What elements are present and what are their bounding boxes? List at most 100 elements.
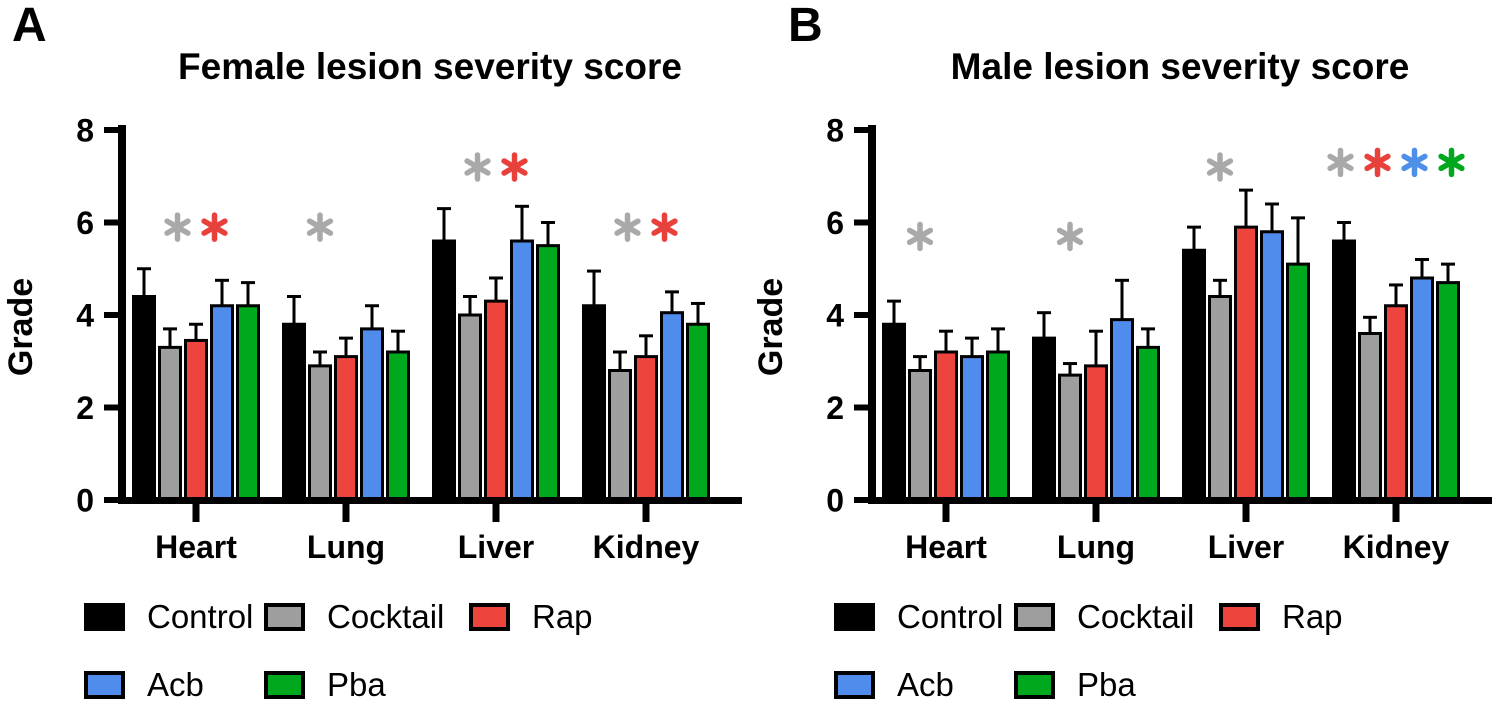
legend-swatch-pba	[1014, 670, 1055, 699]
y-axis-label: Grade	[2, 278, 40, 376]
legend-label: Cocktail	[1077, 598, 1195, 635]
legend-item-pba: Pba	[264, 668, 386, 701]
bar-pba-liver	[536, 244, 560, 502]
significance-asterisk-cocktail-liver	[464, 152, 491, 182]
error-bar-cocktail-heart	[913, 355, 927, 370]
legend-item-cocktail: Cocktail	[264, 600, 444, 633]
bar-acb-heart	[210, 304, 234, 502]
bar-control-liver	[1182, 248, 1206, 502]
error-bar-control-heart	[887, 299, 901, 324]
legend-swatch-control	[84, 602, 125, 631]
y-tick-label: 6	[826, 205, 844, 241]
error-bar-rap-kidney	[639, 334, 653, 356]
legend-item-rap: Rap	[1219, 600, 1343, 633]
error-bar-rap-lung	[339, 336, 353, 356]
significance-asterisk-rap-kidney	[1364, 147, 1391, 178]
legend-row: Acb Pba	[750, 668, 1499, 708]
error-bar-control-heart	[137, 267, 151, 296]
error-bar-acb-heart	[215, 278, 229, 305]
error-bar-rap-liver	[489, 276, 503, 301]
legend-item-acb: Acb	[834, 668, 954, 701]
bar-cocktail-liver	[1208, 295, 1232, 502]
bar-pba-liver	[1286, 262, 1310, 502]
x-tick-label-lung: Lung	[1057, 529, 1135, 565]
x-tick-label-liver: Liver	[1208, 529, 1284, 565]
legend-swatch-cocktail	[264, 602, 305, 631]
panel-b-title: Male lesion severity score	[950, 46, 1410, 87]
bar-rap-kidney	[1384, 304, 1408, 502]
significance-asterisk-rap-heart	[201, 212, 228, 242]
significance-asterisk-rap-kidney	[651, 212, 678, 242]
y-tick-label: 0	[76, 483, 94, 519]
y-tick-label: 4	[76, 298, 94, 334]
panel-b-chart: 0 2 4 6 8 Grade Heart Lung Liver Kidney	[752, 113, 1492, 565]
error-bar-rap-lung	[1089, 329, 1103, 365]
error-bar-pba-kidney	[1441, 262, 1455, 282]
y-tick-label: 2	[826, 390, 844, 426]
bar-control-lung	[282, 322, 306, 502]
bar-control-kidney	[582, 304, 606, 502]
x-tick-label-heart: Heart	[905, 529, 987, 565]
bar-cocktail-kidney	[1358, 332, 1382, 502]
error-bar-rap-liver	[1239, 188, 1253, 227]
error-bar-cocktail-lung	[1063, 362, 1077, 375]
legend-row: Acb Pba	[0, 668, 749, 708]
bar-control-kidney	[1332, 239, 1356, 502]
y-tick-label: 8	[826, 113, 844, 149]
error-bar-cocktail-liver	[463, 295, 477, 314]
panel-b-legend: Control Cocktail Rap Acb Pba	[750, 592, 1499, 717]
legend-label: Control	[147, 598, 254, 635]
significance-asterisk-cocktail-heart	[164, 212, 191, 242]
legend-label: Rap	[1282, 598, 1343, 635]
error-bar-rap-kidney	[1389, 283, 1403, 305]
error-bar-cocktail-heart	[163, 327, 177, 347]
error-bar-cocktail-kidney	[613, 350, 627, 370]
legend-swatch-rap	[469, 602, 510, 631]
panel-b-label: B	[788, 0, 823, 52]
bar-acb-heart	[960, 355, 984, 502]
error-bar-acb-heart	[965, 336, 979, 356]
y-tick-label: 4	[826, 298, 844, 334]
bar-pba-lung	[1136, 345, 1160, 502]
error-bar-rap-heart	[939, 329, 953, 351]
bar-rap-lung	[334, 355, 358, 502]
bar-rap-heart	[184, 338, 208, 502]
legend-label: Pba	[327, 666, 386, 703]
error-bar-control-liver	[1187, 225, 1201, 250]
bar-cocktail-lung	[308, 364, 332, 502]
significance-asterisk-cocktail-liver	[1206, 152, 1234, 182]
error-bar-acb-liver	[515, 204, 529, 240]
significance-asterisk-cocktail-lung	[306, 212, 334, 242]
significance-asterisk-cocktail-kidney	[1327, 147, 1354, 178]
legend-swatch-control	[834, 602, 875, 631]
y-tick-label: 0	[826, 483, 844, 519]
panel-a: A Female lesion severity score 0 2 4 6 8 Grad…	[0, 0, 749, 717]
legend-item-cocktail: Cocktail	[1014, 600, 1194, 633]
error-bar-acb-kidney	[665, 290, 679, 312]
x-tick-label-kidney: Kidney	[593, 529, 700, 565]
significance-asterisk-cocktail-heart	[906, 221, 934, 252]
error-bar-cocktail-liver	[1213, 278, 1227, 296]
legend-row: Control Cocktail Rap	[0, 600, 749, 640]
bar-rap-liver	[484, 299, 508, 502]
significance-asterisk-cocktail-lung	[1056, 221, 1084, 252]
legend-swatch-acb	[84, 670, 125, 699]
legend-item-control: Control	[834, 600, 1003, 633]
bar-acb-lung	[360, 327, 384, 502]
x-tick-label-heart: Heart	[155, 529, 237, 565]
x-tick-label-lung: Lung	[307, 529, 385, 565]
error-bar-acb-kidney	[1415, 258, 1429, 277]
legend-item-acb: Acb	[84, 668, 204, 701]
axes: 0 2 4 6 8	[76, 113, 742, 522]
error-bar-pba-heart	[991, 327, 1005, 351]
panel-a-title: Female lesion severity score	[178, 46, 682, 87]
bar-rap-liver	[1234, 225, 1258, 502]
error-bar-acb-liver	[1265, 202, 1279, 231]
legend-item-control: Control	[84, 600, 253, 633]
y-tick-label: 8	[76, 113, 94, 149]
error-bar-control-lung	[287, 295, 301, 324]
y-axis-label: Grade	[752, 278, 790, 376]
bar-pba-kidney	[686, 322, 710, 502]
x-tick-label-liver: Liver	[458, 529, 534, 565]
error-bar-rap-heart	[189, 322, 203, 340]
